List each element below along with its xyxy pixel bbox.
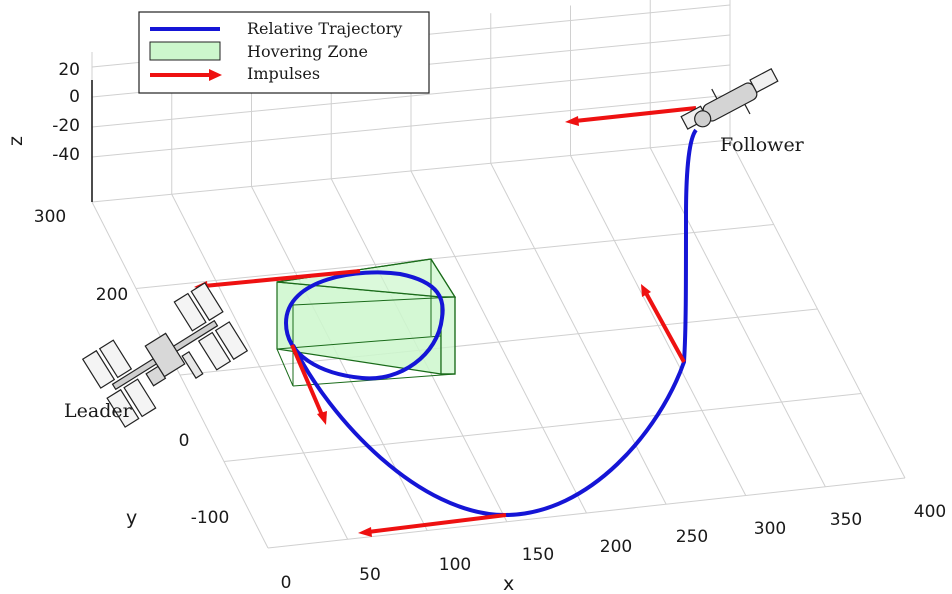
legend-impulses-arrowhead <box>209 69 222 81</box>
legend-impulses-label: Impulses <box>247 64 320 83</box>
leader-satellite-icon <box>81 282 249 428</box>
z-tick-label: 0 <box>69 87 80 107</box>
trajectory-loop <box>283 270 445 381</box>
impulse-arrow-head <box>317 411 327 425</box>
z-tick-label: -20 <box>52 116 80 136</box>
follower-module <box>694 110 712 128</box>
impulse-arrow-head <box>565 116 579 126</box>
leader-panel <box>173 292 207 332</box>
impulse-arrows <box>194 106 697 537</box>
leader-module <box>144 332 186 378</box>
leader-panel <box>123 378 157 418</box>
x-tick-label: 100 <box>439 555 471 575</box>
y-tick-label: -100 <box>191 508 230 528</box>
y-tick-label: 200 <box>96 285 128 305</box>
x-tick-label: 150 <box>522 545 554 565</box>
follower-antenna <box>711 88 718 100</box>
y-tick-label: 300 <box>34 207 66 227</box>
hovering-zone-edge <box>276 335 442 350</box>
z-tick-label: 20 <box>58 60 80 80</box>
impulse-arrow-head <box>358 527 372 537</box>
hovering-zone-edge <box>276 348 294 387</box>
legend: Relative Trajectory Hovering Zone Impuls… <box>138 11 430 94</box>
z-axis-label: z <box>5 136 27 146</box>
y-axis-label: y <box>126 507 137 529</box>
x-tick-label: 0 <box>281 573 292 593</box>
legend-hovering-label: Hovering Zone <box>247 42 368 61</box>
impulse-arrow-head <box>641 284 651 297</box>
z-tick-label: -40 <box>52 145 80 165</box>
grid-line-y <box>267 477 906 549</box>
leader-panel <box>214 321 249 361</box>
x-axis-label: x <box>503 573 514 594</box>
axis-ticks: 0 50 100 150 200 250 300 350 400-1000200300200-2… <box>34 60 946 593</box>
grid-line-z <box>91 64 731 128</box>
hovering-zone-edge <box>292 296 456 306</box>
legend-trajectory-label: Relative Trajectory <box>247 19 402 38</box>
leader-panel <box>197 331 232 371</box>
impulse-arrow-shaft <box>367 513 507 534</box>
x-tick-label: 400 <box>914 502 946 522</box>
impulse-arrow-shaft <box>290 344 324 416</box>
impulse-arrow-shaft <box>644 292 686 363</box>
leader-panel <box>106 388 140 428</box>
impulse-arrow-shaft <box>574 106 697 123</box>
grid-line-y <box>223 393 862 462</box>
trajectory-path <box>291 128 698 518</box>
leader-panel <box>190 282 224 322</box>
y-tick-label: 0 <box>179 431 190 451</box>
legend-hovering-swatch <box>149 41 221 61</box>
leader-panel <box>81 349 116 389</box>
leader-label: Leader <box>64 400 133 422</box>
grid-line-y <box>179 308 818 376</box>
x-tick-label: 200 <box>600 537 632 557</box>
follower-label: Follower <box>720 134 805 156</box>
x-tick-label: 250 <box>676 527 708 547</box>
follower-antenna <box>744 104 751 115</box>
grid-line-y <box>91 139 731 203</box>
relative-trajectory <box>283 128 698 518</box>
x-tick-label: 300 <box>754 519 786 539</box>
x-tick-label: 350 <box>830 510 862 530</box>
impulse-arrow-shaft <box>203 269 361 288</box>
grid-line-z <box>91 94 731 158</box>
x-tick-label: 50 <box>359 565 381 585</box>
follower-spacecraft-icon <box>680 67 779 130</box>
leader-module <box>145 365 167 387</box>
grid-line-y <box>135 224 774 289</box>
leader-panel <box>98 339 133 379</box>
leader-radiator <box>181 350 204 379</box>
